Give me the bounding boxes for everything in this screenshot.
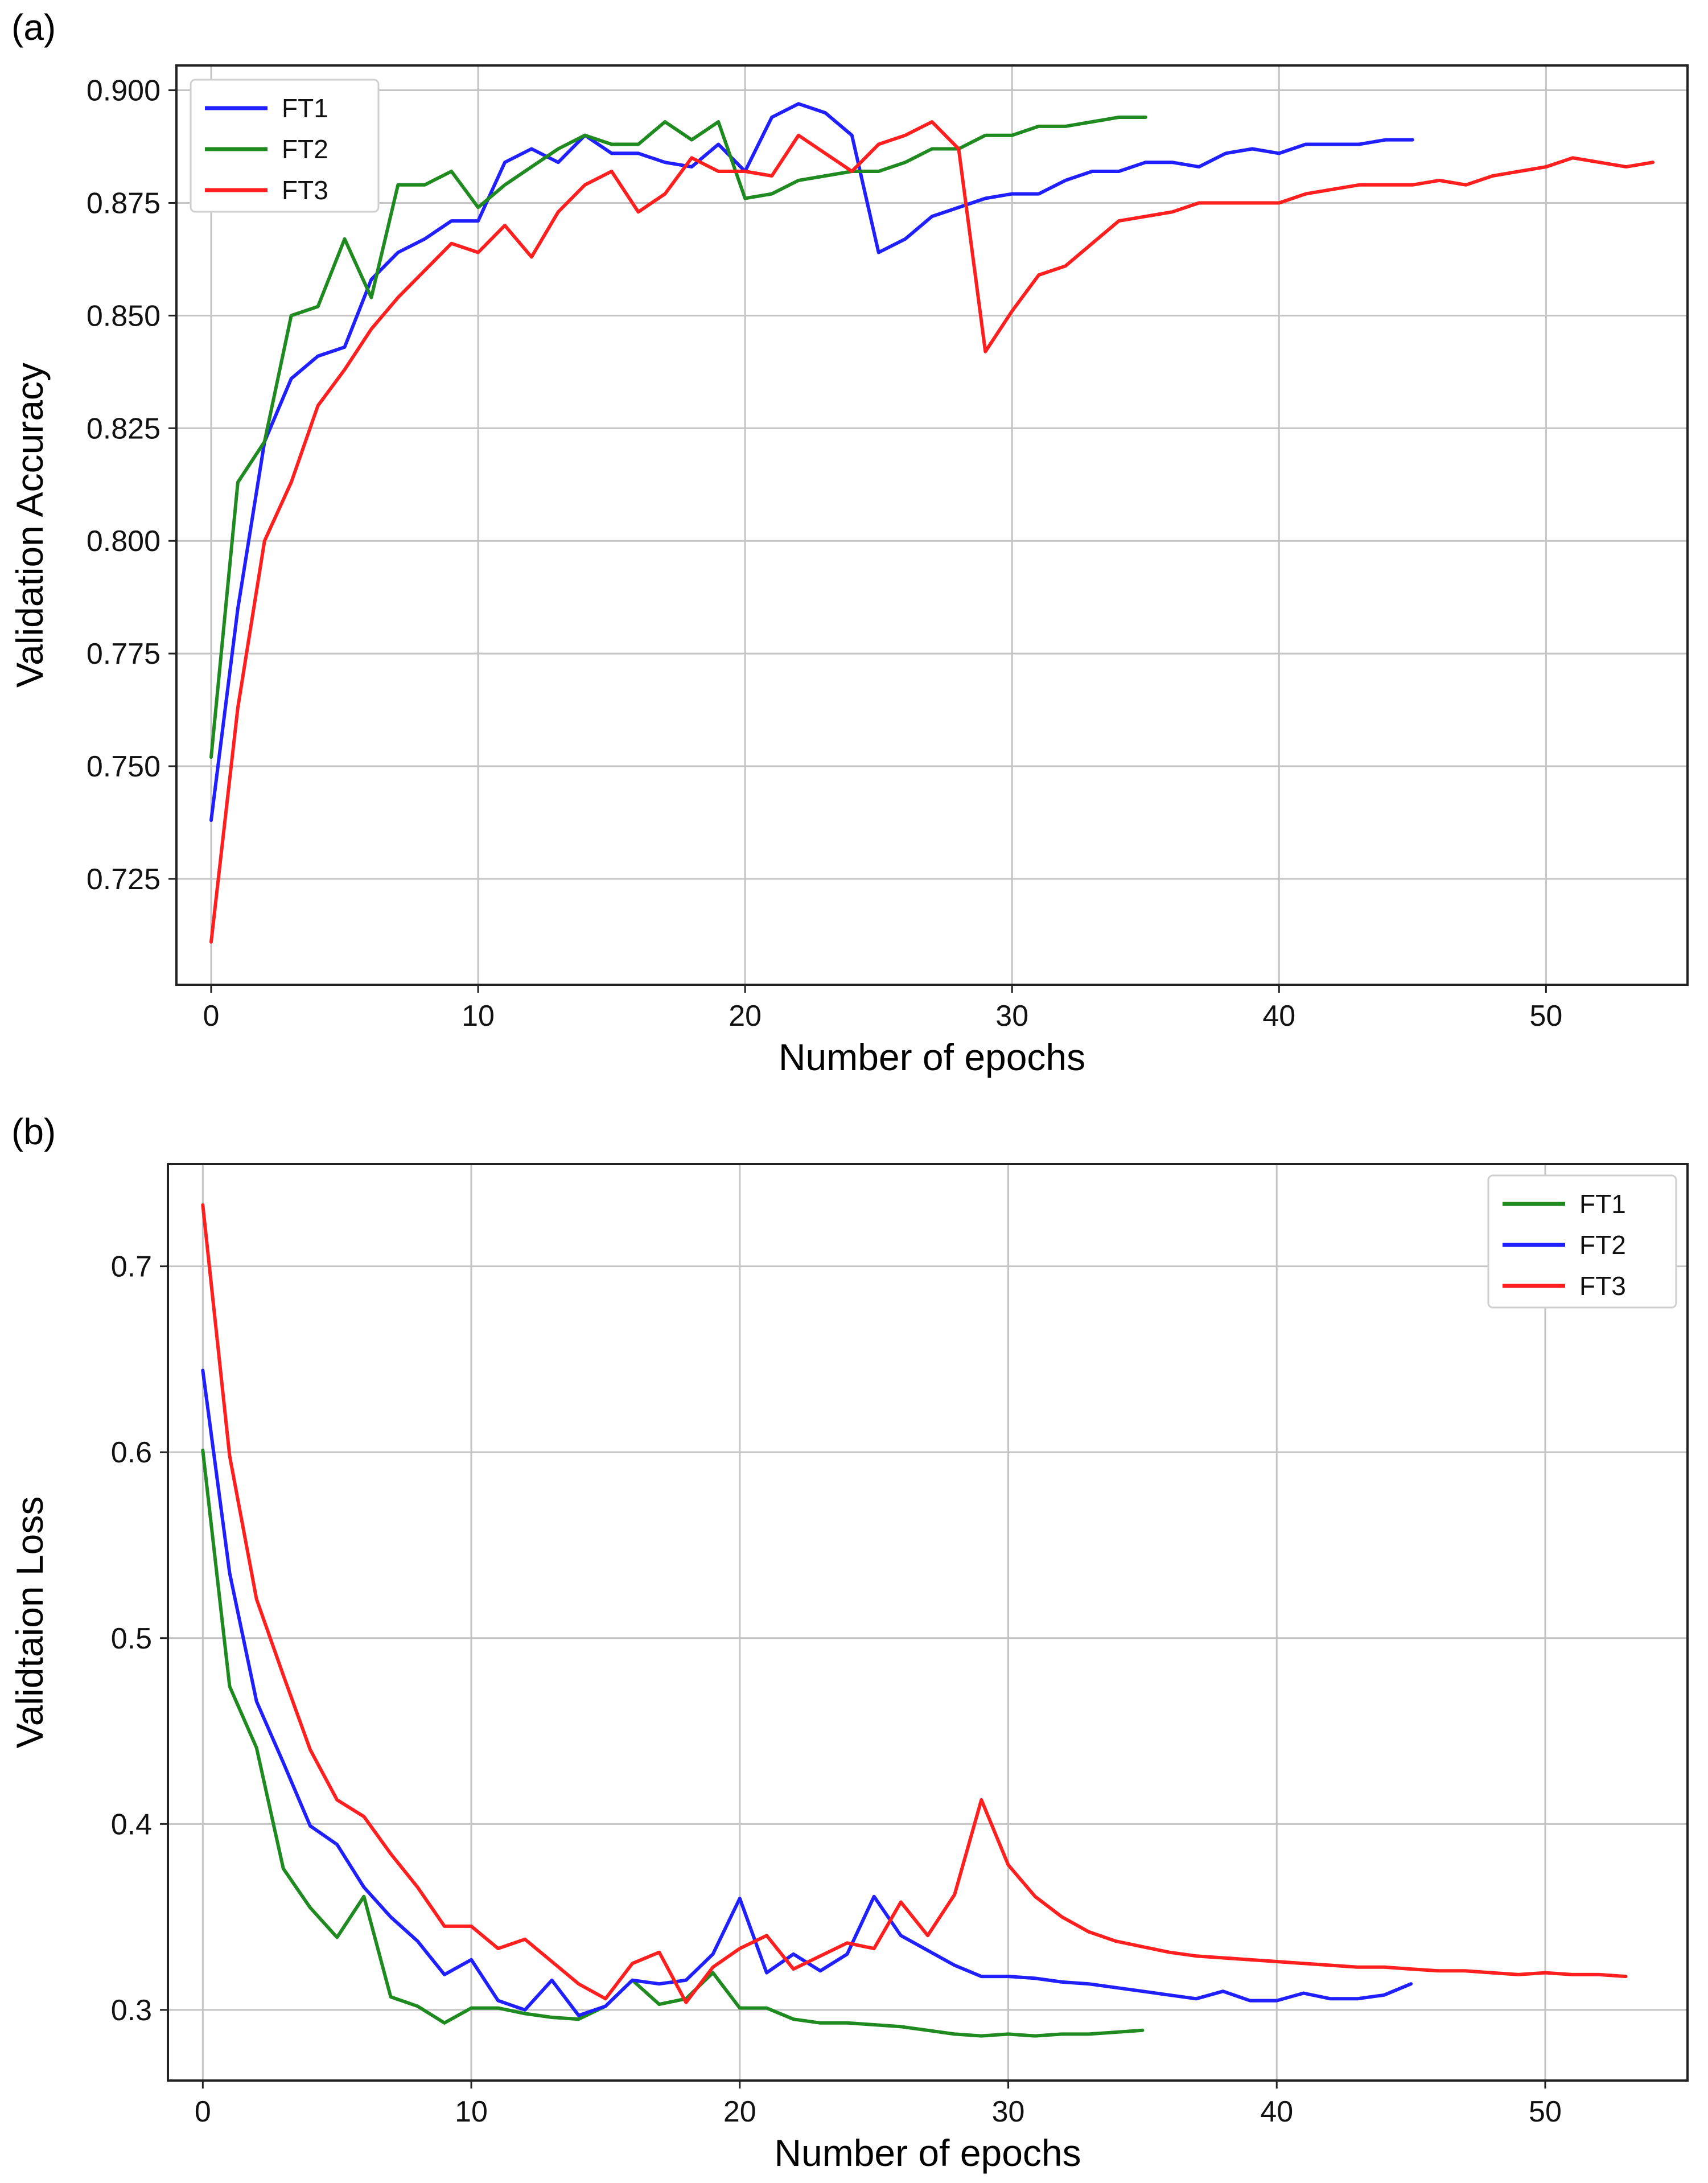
x-tick-label: 20 [729,1000,762,1033]
legend: FT1 FT2 FT3 [190,79,380,213]
y-tick-label: 0.4 [111,1808,152,1841]
y-tick-label: 0.775 [87,638,160,671]
y-tick-label: 0.750 [87,750,160,783]
y-tick-label: 0.800 [87,525,160,558]
y-tick-label: 0.900 [87,75,160,108]
plot-frame [175,64,1689,986]
x-tick-label: 40 [1262,1000,1295,1033]
legend-label-ft2: FT2 [1579,1230,1626,1260]
legend-label-ft2: FT2 [282,134,328,164]
x-tick-label: 10 [462,1000,495,1033]
y-tick-label: 0.875 [87,187,160,220]
x-axis-title: Number of epochs [774,2132,1081,2174]
x-tick-label: 30 [992,2095,1025,2128]
chart-panel-a: (a) 0 10 20 30 40 50 0.725 0.750 0.775 0.800 0.825 0… [9,7,1689,1078]
x-tick-label: 50 [1529,1000,1562,1033]
y-tick-label: 0.825 [87,412,160,445]
chart-panel-b: (b) 0 10 20 30 40 50 0.3 0.4 0.5 0.6 0.7 Number of e… [9,1111,1689,2174]
series-line-ft1 [201,1448,1145,2038]
y-tick-label: 0.6 [111,1436,152,1469]
legend-label-ft3: FT3 [1579,1271,1626,1301]
series-line-ft3 [201,1203,1628,2004]
panel-label: (b) [11,1111,56,1152]
x-tick-label: 0 [203,1000,220,1033]
legend-label-ft1: FT1 [282,93,328,123]
x-tick-label: 30 [995,1000,1028,1033]
x-tick-label: 20 [723,2095,756,2128]
plot-frame [167,1163,1689,2082]
series-line-ft1 [209,102,1414,822]
legend-label-ft1: FT1 [1579,1189,1626,1219]
y-tick-label: 0.3 [111,1994,152,2027]
legend: FT1 FT2 FT3 [1487,1174,1677,1309]
legend-label-ft3: FT3 [282,175,328,205]
panel-label: (a) [11,7,56,48]
x-tick-label: 40 [1260,2095,1293,2128]
x-axis-title: Number of epochs [779,1036,1085,1078]
y-tick-label: 0.7 [111,1251,152,1284]
legend-box [1487,1174,1677,1309]
y-tick-label: 0.725 [87,863,160,896]
series-line-ft3 [209,120,1655,944]
y-axis-title: Validtaion Loss [9,1497,51,1749]
series-line-ft2 [201,1368,1413,2017]
y-tick-label: 0.850 [87,299,160,332]
x-tick-label: 10 [455,2095,488,2128]
series-line-ft2 [209,116,1147,759]
legend-box [190,79,380,213]
x-tick-label: 50 [1529,2095,1562,2128]
y-tick-label: 0.5 [111,1622,152,1655]
y-axis-title: Validation Accuracy [9,363,51,688]
x-tick-label: 0 [195,2095,211,2128]
